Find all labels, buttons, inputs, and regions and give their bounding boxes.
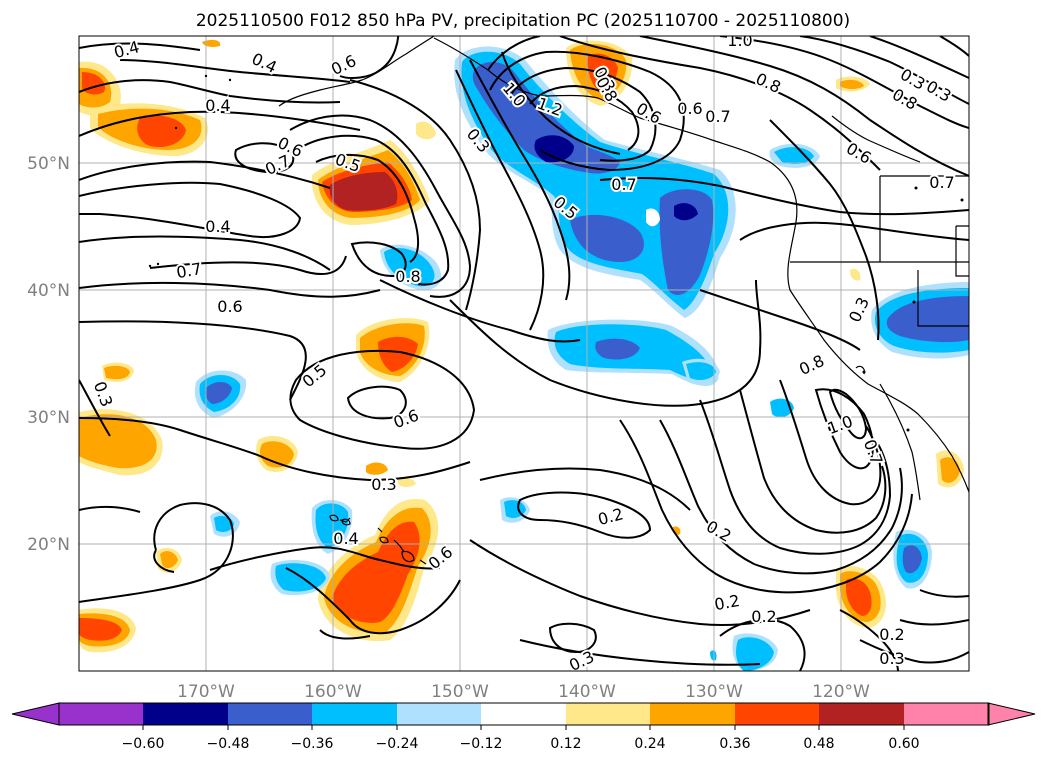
contour-label: 0.8 [395, 267, 420, 286]
contour-label: 0.2 [751, 607, 776, 626]
colorbar-bin [650, 703, 735, 725]
contour-label: 0.3 [879, 649, 904, 668]
longitude-labels: 170°W 160°W 150°W 140°W 130°W 120°W [177, 682, 870, 702]
map-panel: 0.4 0.4 0.6 0.4 0.6 0.5 0.7 0.4 0.7 0.6 … [79, 31, 969, 671]
contour-label: 0.7 [611, 175, 636, 194]
map-frame [78, 35, 970, 672]
coastlines [278, 36, 969, 565]
pv-contours [79, 36, 969, 671]
contour-label: 0.4 [205, 96, 230, 115]
contour-label: 0.6 [677, 99, 702, 118]
colorbar-tick-label: −0.24 [376, 736, 419, 752]
lat-label: 50°N [27, 154, 70, 174]
lon-label: 150°W [431, 682, 489, 702]
colorbar-tick-label: −0.36 [291, 736, 334, 752]
lat-label: 30°N [27, 408, 70, 428]
lon-label: 160°W [304, 682, 362, 702]
lon-label: 120°W [812, 682, 870, 702]
contour-label: 0.7 [929, 173, 954, 192]
contour-label: 0.3 [371, 475, 396, 494]
colorbar-tick-label: −0.60 [122, 736, 165, 752]
colorbar: −0.60 −0.48 −0.36 −0.24 −0.12 0.12 0.24 … [11, 702, 1036, 752]
colorbar-tick-label: 0.60 [888, 736, 919, 752]
precip-patch-west-box [202, 39, 221, 47]
contour-label: 0.4 [205, 217, 230, 236]
positive-precip-shading [79, 39, 964, 653]
colorbar-low-extension [11, 702, 60, 726]
colorbar-high-extension [987, 702, 1036, 726]
colorbar-bin [397, 703, 482, 725]
latitude-labels: 50°N 40°N 30°N 20°N [27, 154, 70, 555]
negative-precip-shading [194, 46, 969, 671]
colorbar-bin [819, 703, 904, 725]
lon-label: 140°W [558, 682, 616, 702]
lat-label: 20°N [27, 535, 70, 555]
contour-label: 0.7 [705, 107, 730, 126]
colorbar-tick-label: 0.12 [550, 736, 581, 752]
colorbar-tick-label: 0.48 [803, 736, 834, 752]
colorbar-bin [143, 703, 228, 725]
lat-label: 40°N [27, 281, 70, 301]
map-title: 2025110500 F012 850 hPa PV, precipitatio… [196, 11, 850, 31]
lon-label: 170°W [177, 682, 235, 702]
colorbar-tick-label: 0.36 [719, 736, 750, 752]
colorbar-tick-label: 0.24 [634, 736, 665, 752]
contour-label: 0.6 [217, 297, 242, 316]
colorbar-bin [312, 703, 397, 725]
colorbar-tick-label: −0.48 [207, 736, 250, 752]
gridlines [79, 36, 969, 671]
colorbar-bin [228, 703, 313, 725]
colorbar-bin [904, 703, 989, 725]
island-dots [148, 74, 964, 432]
contour-label: 1.0 [727, 31, 752, 50]
colorbar-bin [59, 703, 144, 725]
colorbar-bin [566, 703, 651, 725]
contour-label: 0.2 [879, 625, 904, 644]
colorbar-bin [481, 703, 566, 725]
lon-label: 130°W [685, 682, 743, 702]
colorbar-bin [735, 703, 820, 725]
colorbar-tick-label: −0.12 [460, 736, 503, 752]
contour-label: 0.4 [333, 529, 358, 548]
